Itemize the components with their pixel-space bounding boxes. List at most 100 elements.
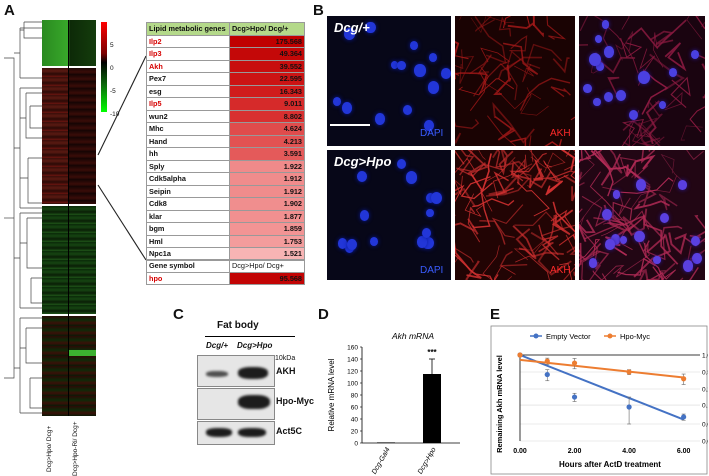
nucleus — [337, 238, 348, 249]
gene-name: Mhc — [146, 122, 230, 136]
nucleus — [604, 92, 614, 103]
panel-b-label: B — [313, 2, 324, 19]
nucleus — [612, 190, 621, 199]
fit-line — [519, 354, 685, 421]
nucleus — [430, 192, 442, 205]
nucleus — [668, 67, 678, 78]
table-row: Hand 4.213 — [146, 134, 305, 148]
x-tick-label: 0.00 — [513, 448, 527, 455]
data-point — [571, 360, 578, 366]
color-scale-bar — [101, 22, 107, 112]
legend-label: Hpo-Myc — [620, 332, 650, 341]
dendrogram — [4, 21, 42, 414]
y-tick-label: 0.03 — [702, 439, 708, 446]
fold-change-value: 1.877 — [229, 209, 305, 223]
gene-name: Cdk5alpha — [146, 172, 230, 186]
gene-symbol-header: Gene symbol — [146, 259, 230, 273]
nucleus — [594, 35, 603, 44]
table-row: Hml 1.753 — [146, 234, 305, 248]
fit-line — [519, 358, 684, 379]
blot-hpo-myc — [197, 388, 275, 420]
data-point — [544, 371, 550, 378]
legend-label: Empty Vector — [546, 332, 591, 341]
nucleus — [596, 62, 604, 71]
dapi-label-control: DAPI — [420, 128, 444, 139]
table-row: klar 1.877 — [146, 209, 305, 223]
micrograph-akh-hpo — [455, 150, 575, 280]
y-tick-label: 0.06 — [702, 422, 708, 429]
fold-change-value: 4.213 — [229, 134, 305, 148]
nucleus — [690, 49, 700, 59]
y-tick-label: 0.25 — [702, 386, 708, 393]
nucleus — [638, 71, 650, 85]
y-tick-label: 1.00 — [702, 353, 708, 360]
blot-akh — [197, 355, 275, 387]
nucleus — [601, 20, 610, 29]
nucleus — [610, 234, 621, 245]
y-tick-label: 60 — [351, 405, 359, 412]
table-header-ratio: Dcg>Hpo/ Dcg/+ — [229, 22, 305, 36]
table-row: esg 16.343 — [146, 84, 305, 98]
mrna-decay-chart: Empty Vector Hpo-Myc 1.00 0.50 0.25 0.13 0.06 0… — [490, 325, 708, 475]
chart-frame — [490, 325, 708, 475]
x-tick-label: Dcg>Hpo — [417, 446, 438, 475]
fold-change-value: 39.552 — [229, 59, 305, 73]
table-row: Npc1a 1.521 — [146, 247, 305, 261]
row-label-hpo: Dcg>Hpo — [334, 154, 392, 169]
table-row: Ilp3 49.364 — [146, 47, 305, 61]
nucleus — [593, 97, 601, 106]
micrograph-dapi-hpo — [327, 150, 451, 280]
y-tick-label: 20 — [351, 429, 359, 436]
blot-row-act5c: Act5C — [276, 426, 303, 436]
micrograph-merge-control — [579, 16, 705, 146]
x-tick-label: 4.00 — [622, 448, 636, 455]
gene-name: Ilp3 — [146, 47, 230, 61]
y-tick-label: 120 — [347, 369, 358, 376]
nucleus — [602, 208, 613, 220]
bar — [423, 374, 441, 443]
table-row: Pex7 22.595 — [146, 72, 305, 86]
gene-name: Ilp5 — [146, 97, 230, 111]
cell-membrane-signal — [455, 150, 575, 280]
y-tick-label: 160 — [347, 345, 358, 352]
table-row: Ilp5 9.011 — [146, 97, 305, 111]
nucleus — [341, 102, 353, 115]
table-row: Seipin 1.912 — [146, 184, 305, 198]
nucleus — [414, 64, 426, 77]
micrograph-merge-hpo — [579, 150, 705, 280]
nucleus — [619, 235, 628, 245]
lane-label-hpo: Dcg>Hpo — [237, 341, 273, 350]
table-header-gene: Lipid metabolic genes — [146, 22, 230, 36]
gene-name: Seipin — [146, 184, 230, 198]
nucleus — [690, 235, 700, 246]
heatmap — [42, 20, 96, 416]
nucleus — [659, 100, 667, 109]
data-point — [626, 404, 632, 410]
gene-symbol-table: Gene symbol Dcg>Hpo/ Dcg+ hpo 95.568 — [146, 259, 305, 285]
nucleus — [603, 46, 615, 58]
data-point — [681, 376, 687, 382]
heatmap-col-label-2: Dcg>Hpo-Ri/ Dcg+ — [72, 421, 79, 476]
akh-label-control: AKH — [550, 128, 571, 139]
nucleus — [422, 236, 434, 249]
nucleus — [440, 68, 451, 79]
table-row: Ilp2 175.568 — [146, 34, 305, 48]
panel-e-label: E — [490, 306, 501, 323]
blot-row-hpo-myc: Hpo-Myc — [276, 396, 314, 406]
blot-row-akh: AKH — [276, 366, 296, 376]
fold-change-value: 16.343 — [229, 84, 305, 98]
y-tick-label: 40 — [351, 417, 359, 424]
nucleus — [344, 28, 356, 40]
nucleus — [374, 113, 386, 125]
fold-change-value: 4.624 — [229, 122, 305, 136]
nucleus — [428, 52, 438, 63]
nucleus — [365, 21, 376, 34]
y-tick-label: 140 — [347, 357, 358, 364]
color-scale-ticks: 5 0 -5 -10 — [110, 42, 120, 118]
nucleus — [402, 105, 412, 116]
significance-annotation: *** — [427, 348, 437, 357]
data-point — [626, 369, 632, 375]
chart-title: Akh mRNA — [391, 331, 434, 341]
nucleus — [425, 193, 435, 204]
data-point — [517, 352, 523, 358]
